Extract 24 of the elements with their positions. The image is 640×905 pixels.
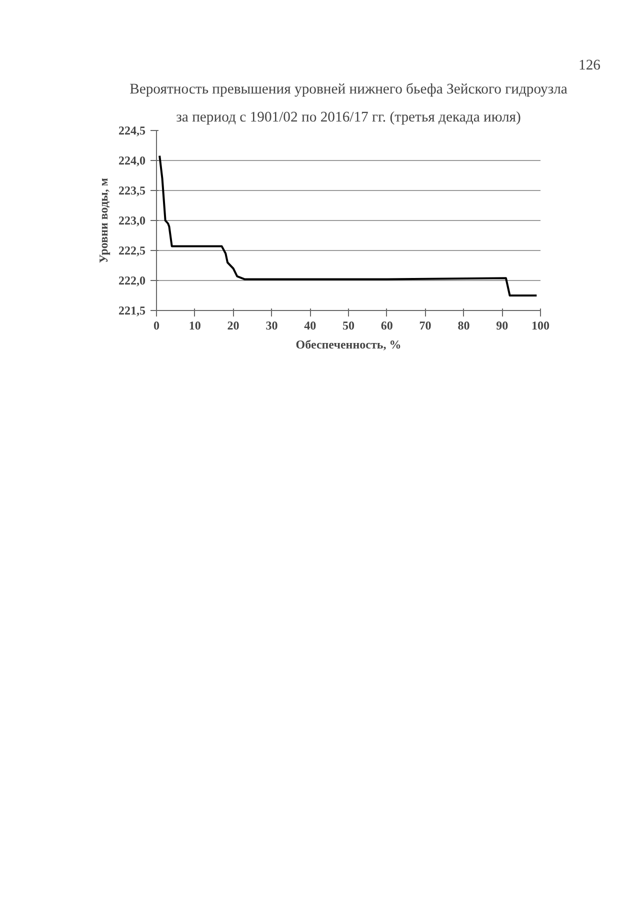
- x-tick-label: 20: [227, 318, 240, 332]
- x-tick-label: 70: [419, 318, 432, 332]
- x-tick-label: 0: [154, 318, 160, 332]
- y-tick-label: 223,0: [118, 214, 146, 228]
- x-tick-label: 40: [304, 318, 316, 332]
- x-tick-label: 30: [266, 318, 278, 332]
- x-tick-label: 50: [342, 318, 354, 332]
- x-tick-label: 80: [458, 318, 470, 332]
- y-tick-label: 221,5: [118, 304, 146, 318]
- x-tick-label: 10: [188, 318, 201, 332]
- x-axis-title: Обеспеченность, %: [296, 338, 402, 352]
- y-tick-label: 224,5: [118, 124, 146, 138]
- y-axis-title: Уровни воды, м: [96, 178, 110, 264]
- x-tick-label: 90: [496, 318, 508, 332]
- x-tick-label: 60: [380, 318, 393, 332]
- x-tick-label: 100: [532, 318, 550, 332]
- chart-title: Вероятность превышения уровней нижнего бьефа Зейского гидроузла: [130, 82, 568, 98]
- chart-subtitle: за период с 1901/02 по 2016/17 гг. (третья декада июля): [176, 110, 521, 126]
- line-series: [158, 154, 538, 296]
- text: 126: [578, 58, 600, 74]
- y-tick-label: 224,0: [118, 154, 146, 168]
- y-tick-label: 222,0: [118, 274, 146, 288]
- y-tick-label: 222,5: [118, 244, 146, 258]
- y-tick-label: 223,5: [118, 184, 146, 198]
